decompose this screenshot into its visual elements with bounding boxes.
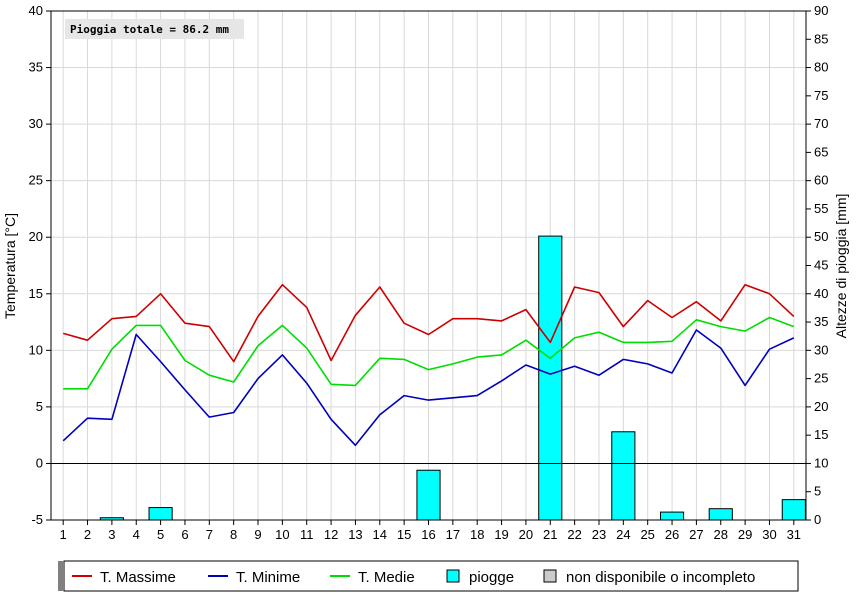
legend-swatch-missing (543, 569, 557, 583)
rain-bar (538, 235, 563, 521)
rain-bar (659, 511, 685, 521)
x-tick-label: 24 (616, 527, 630, 542)
y-tick-label: 15 (29, 286, 43, 301)
legend-label-avg: T. Medie (358, 569, 415, 586)
legend: T. Massime T. Minime T. Medie piogge non… (58, 560, 799, 592)
y-tick-label: 25 (29, 173, 43, 188)
total-rain-label: Pioggia totale = 86.2 mm (70, 23, 229, 36)
y2-tick-label: 75 (814, 88, 828, 103)
x-tick-label: 7 (206, 527, 213, 542)
y2-axis-title: Altezze di pioggia [mm] (833, 194, 849, 339)
y2-tick-label: 60 (814, 173, 828, 188)
y2-tick-label: 0 (814, 512, 821, 527)
grid (51, 10, 806, 521)
x-tick-label: 12 (324, 527, 338, 542)
x-axis-ticks: 1 2 3 4 5 6 7 8 9 10 11 12 13 14 15 16 17 18 19 20 21 22 23 24 2… (60, 520, 801, 542)
y2-tick-label: 45 (814, 258, 828, 273)
y2-tick-label: 55 (814, 201, 828, 216)
legend-swatch-rain (446, 569, 460, 583)
temperature-lines (62, 283, 795, 447)
x-tick-label: 29 (738, 527, 752, 542)
x-tick-label: 9 (254, 527, 261, 542)
legend-label-max: T. Massime (100, 569, 176, 586)
x-tick-label: 15 (397, 527, 411, 542)
x-tick-label: 26 (665, 527, 679, 542)
y2-tick-label: 20 (814, 399, 828, 414)
x-tick-label: 1 (60, 527, 67, 542)
y-tick-label: 5 (36, 399, 43, 414)
rain-bar (611, 431, 636, 521)
x-tick-label: 11 (300, 527, 314, 542)
y2-tick-label: 25 (814, 371, 828, 386)
y2-tick-label: 30 (814, 342, 828, 357)
x-tick-label: 5 (157, 527, 164, 542)
x-tick-label: 18 (470, 527, 484, 542)
legend-label-missing: non disponibile o incompleto (566, 569, 755, 586)
series-line (62, 283, 795, 363)
y-axis-title: Temperatura [°C] (2, 213, 18, 319)
x-tick-label: 2 (84, 527, 91, 542)
right-axis-ticks: 0 5 10 15 20 25 30 35 40 45 50 55 60 65 70 75 80 85 90 (806, 3, 828, 527)
y2-tick-label: 80 (814, 60, 828, 75)
x-tick-label: 8 (230, 527, 237, 542)
rain-bar (148, 507, 173, 521)
x-tick-label: 21 (543, 527, 557, 542)
y2-tick-label: 5 (814, 484, 821, 499)
x-tick-label: 27 (689, 527, 703, 542)
series-line (62, 329, 795, 447)
y-tick-label: 20 (29, 229, 43, 244)
y-tick-label: 0 (36, 455, 43, 470)
total-rain-box (65, 19, 244, 39)
x-tick-label: 19 (494, 527, 508, 542)
rain-bar (708, 508, 733, 521)
x-tick-label: 3 (108, 527, 115, 542)
legend-label-min: T. Minime (236, 569, 300, 586)
rain-bars (99, 235, 806, 521)
legend-shadow (58, 561, 64, 591)
y-tick-label: -5 (31, 512, 43, 527)
x-tick-label: 16 (421, 527, 435, 542)
y-tick-label: 35 (29, 60, 43, 75)
y2-tick-label: 40 (814, 286, 828, 301)
y-tick-label: 40 (29, 3, 43, 18)
x-tick-label: 13 (348, 527, 362, 542)
x-tick-label: 14 (373, 527, 387, 542)
y-tick-label: 30 (29, 116, 43, 131)
y2-tick-label: 10 (814, 455, 828, 470)
x-tick-label: 31 (787, 527, 801, 542)
y2-tick-label: 35 (814, 314, 828, 329)
y2-tick-label: 65 (814, 144, 828, 159)
legend-label-rain: piogge (469, 569, 514, 586)
x-tick-label: 17 (446, 527, 460, 542)
x-tick-label: 10 (275, 527, 289, 542)
y-tick-label: 10 (29, 342, 43, 357)
series-line (63, 316, 795, 390)
rain-bar (781, 499, 806, 521)
y2-tick-label: 50 (814, 229, 828, 244)
rain-bar (416, 469, 441, 521)
x-tick-label: 28 (714, 527, 728, 542)
y2-tick-label: 85 (814, 31, 828, 46)
y2-tick-label: 15 (814, 427, 828, 442)
y2-tick-label: 90 (814, 3, 828, 18)
x-tick-label: 4 (133, 527, 140, 542)
x-tick-label: 20 (519, 527, 533, 542)
x-tick-label: 25 (640, 527, 654, 542)
x-tick-label: 6 (181, 527, 188, 542)
legend-frame (63, 560, 799, 592)
x-tick-label: 22 (567, 527, 581, 542)
y2-tick-label: 70 (814, 116, 828, 131)
x-tick-label: 23 (592, 527, 606, 542)
x-tick-label: 30 (762, 527, 776, 542)
left-axis-ticks: -5 0 5 10 15 20 25 30 35 40 (29, 3, 51, 527)
